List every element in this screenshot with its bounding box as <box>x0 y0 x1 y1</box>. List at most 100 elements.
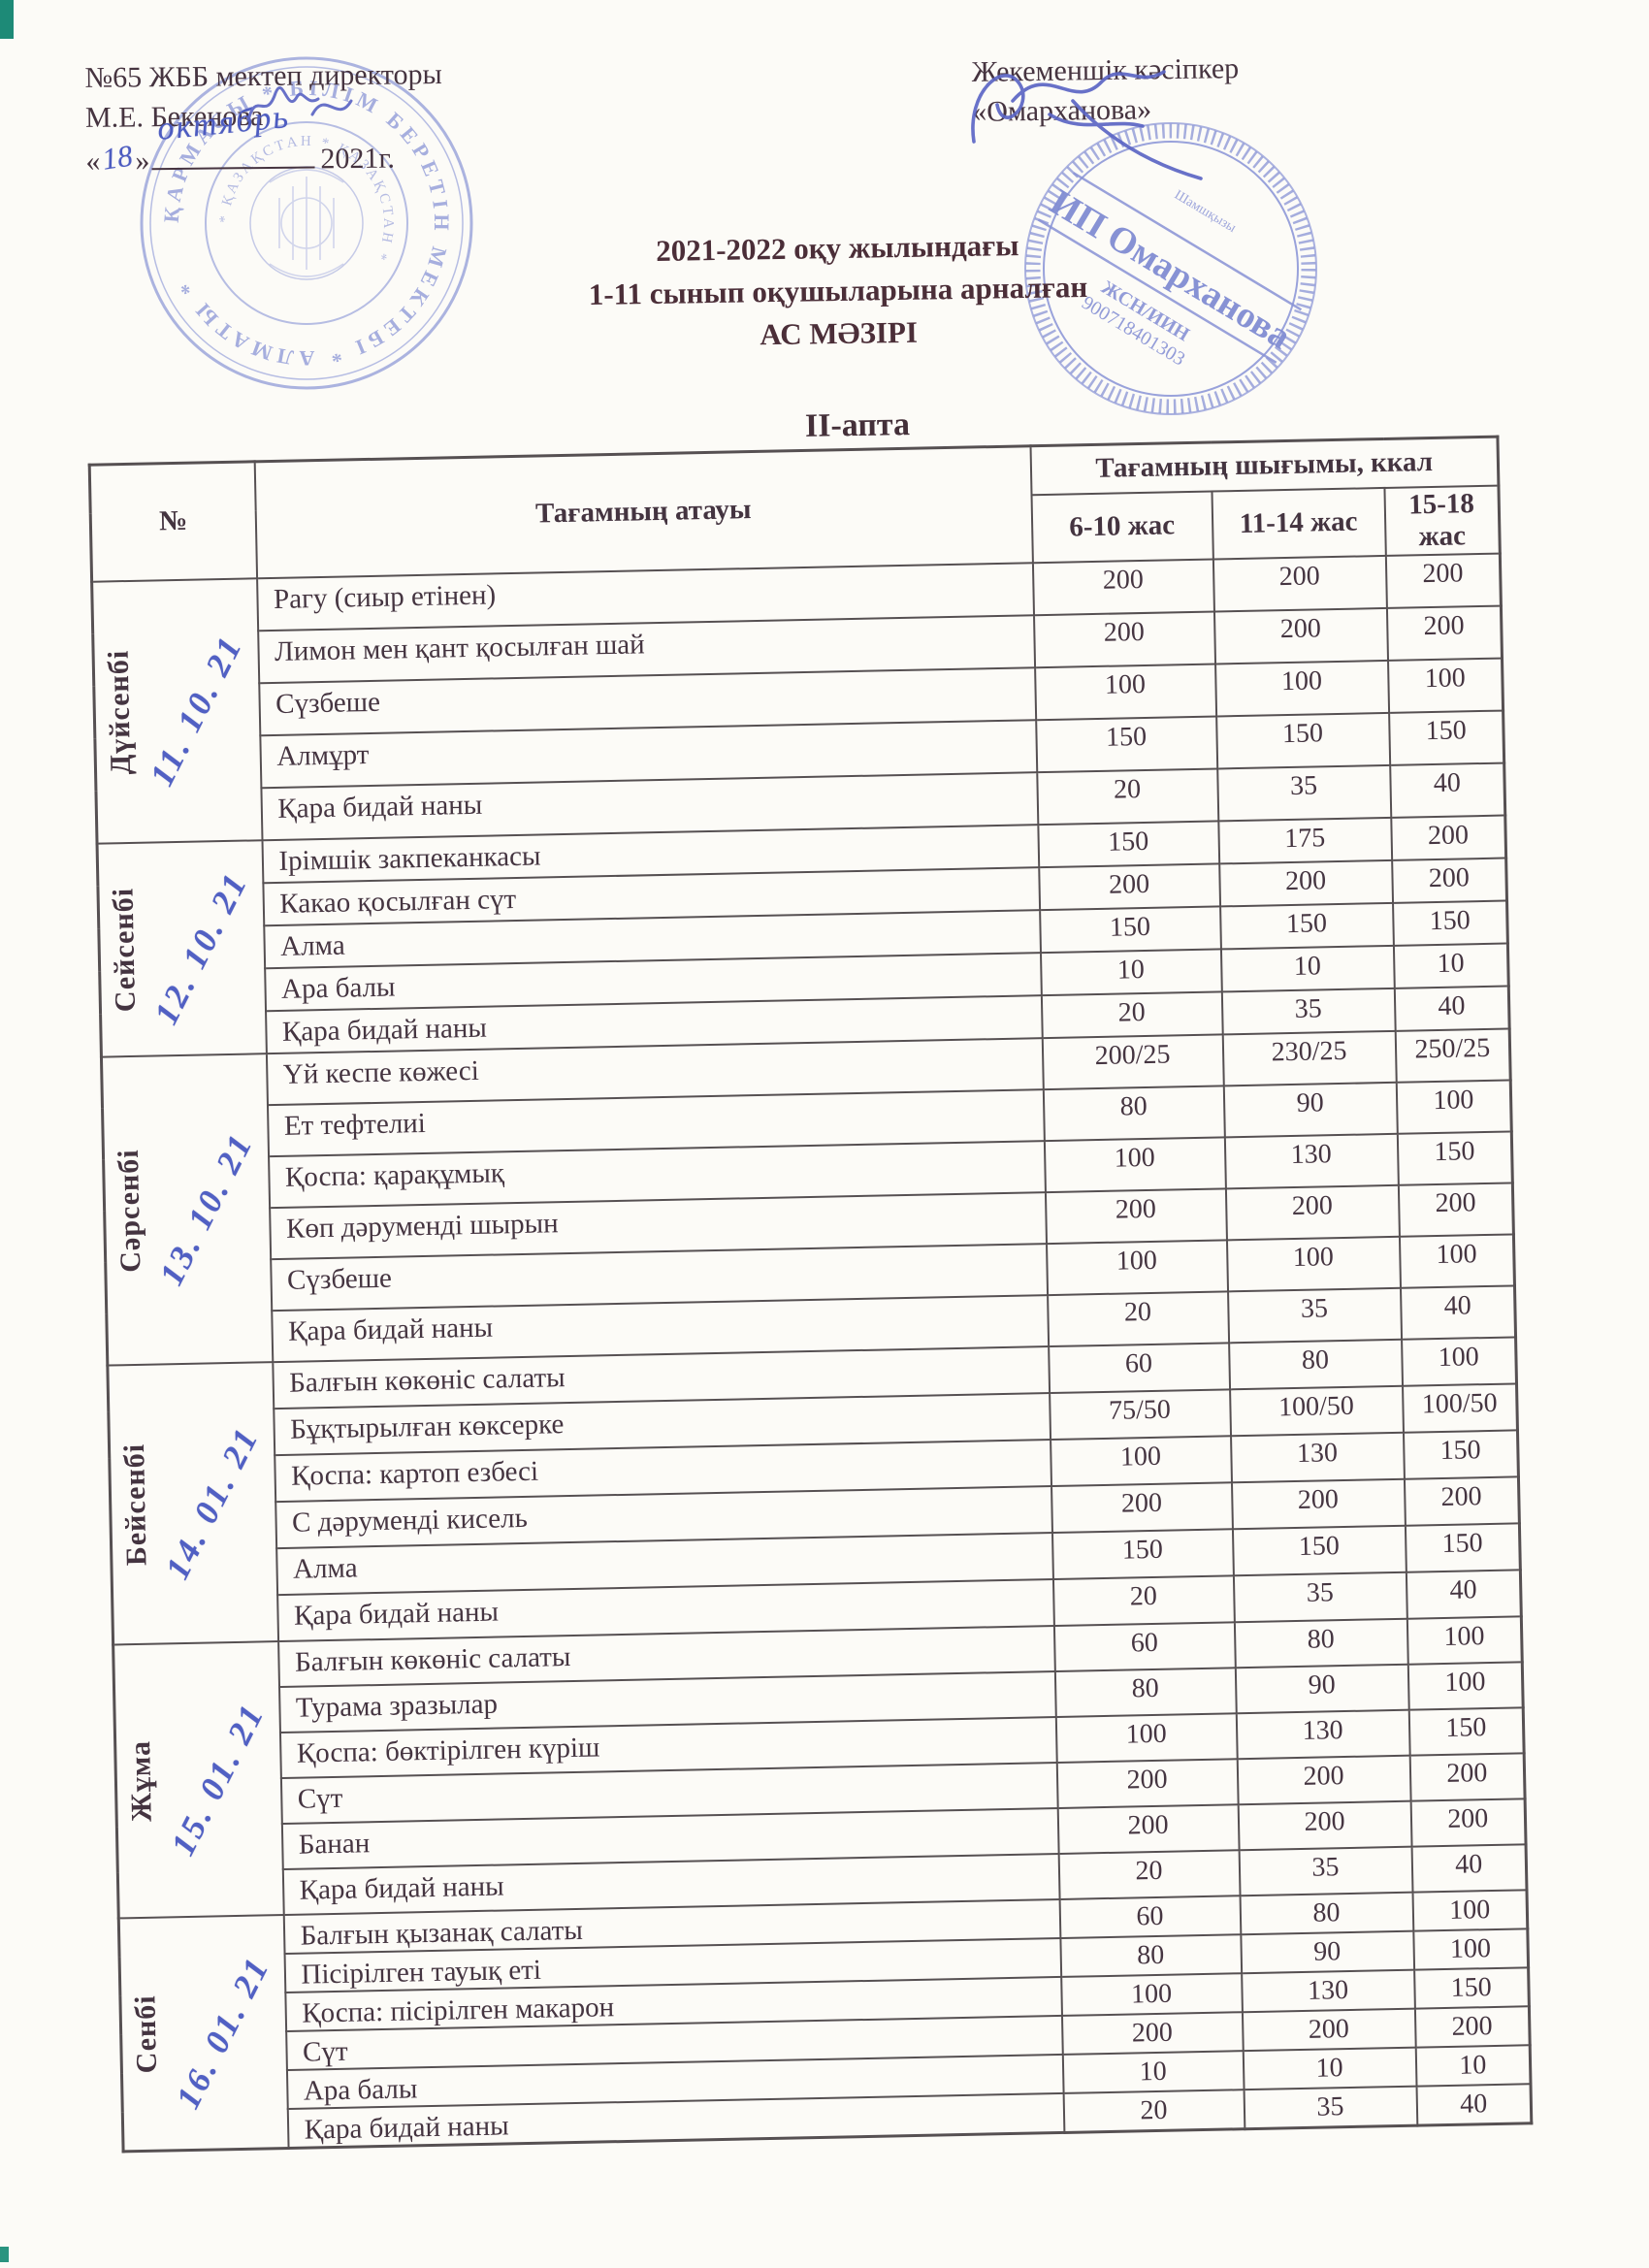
kcal-value: 10 <box>1220 945 1395 991</box>
kcal-value: 200 <box>1056 1758 1239 1808</box>
kcal-value: 200 <box>1213 607 1388 664</box>
kcal-value: 200 <box>1414 2005 1531 2048</box>
col-header-dish: Тағамның атауы <box>254 445 1033 578</box>
kcal-value: 100 <box>1387 658 1504 713</box>
kcal-value: 20 <box>1063 2089 1245 2132</box>
kcal-value: 20 <box>1036 767 1218 825</box>
kcal-value: 150 <box>1392 900 1508 946</box>
approval-date-line: «18» октябрь 2021г. <box>85 99 443 181</box>
day-date-handwritten: 14. 01. 21 <box>157 1420 267 1585</box>
kcal-value: 60 <box>1059 1895 1241 1938</box>
kcal-value: 200 <box>1390 815 1506 860</box>
kcal-value: 150 <box>1039 905 1221 953</box>
kcal-value: 40 <box>1389 762 1505 818</box>
kcal-value: 10 <box>1062 2050 1245 2093</box>
kcal-value: 100 <box>1401 1336 1517 1386</box>
kcal-value: 200 <box>1391 858 1507 903</box>
entrepreneur-stamp: Шамшқызы ИП Омарханова ЖСН/ИИН 900718401… <box>1024 122 1317 415</box>
kcal-value: 10 <box>1415 2044 1532 2087</box>
kcal-value: 90 <box>1240 1930 1414 1973</box>
col-header-number: № <box>89 461 257 582</box>
kcal-value: 35 <box>1233 1571 1407 1622</box>
day-name: Жұма <box>124 1739 158 1822</box>
kcal-value: 80 <box>1234 1618 1408 1668</box>
kcal-value: 175 <box>1217 817 1392 863</box>
kcal-value: 100 <box>1411 1889 1528 1931</box>
kcal-value: 200 <box>1385 553 1502 608</box>
kcal-value: 40 <box>1400 1284 1516 1340</box>
kcal-value: 250/25 <box>1395 1027 1511 1083</box>
kcal-value: 100 <box>1044 1136 1226 1192</box>
kcal-value: 150 <box>1413 1966 1530 2009</box>
kcal-value: 80 <box>1240 1892 1413 1934</box>
kcal-value: 90 <box>1223 1082 1398 1137</box>
day-cell: Сенбі 16. 01. 21 <box>118 1914 289 2152</box>
day-cell: Дүйсенбі 11. 10. 21 <box>91 577 262 844</box>
kcal-value: 100 <box>1407 1661 1524 1710</box>
kcal-value: 90 <box>1235 1664 1409 1713</box>
day-cell: Сәрсенбі 13. 10. 21 <box>101 1053 273 1366</box>
kcal-value: 150 <box>1219 902 1394 949</box>
kcal-value: 150 <box>1051 1528 1234 1579</box>
day-cell: Жұма 15. 01. 21 <box>113 1640 284 1918</box>
kcal-value: 200 <box>1038 862 1220 910</box>
document-title: 2021-2022 оқу жылындағы 1-11 сынып оқушы… <box>13 214 1649 369</box>
kcal-value: 150 <box>1037 820 1219 867</box>
kcal-value: 80 <box>1043 1085 1225 1141</box>
col-header-age-group: 11-14 жас <box>1211 487 1386 560</box>
menu-table: № Тағамның атауы Тағамның шығымы, ккал 6… <box>87 435 1534 2153</box>
kcal-value: 150 <box>1388 710 1504 765</box>
day-name: Дүйсенбі <box>102 649 138 775</box>
kcal-value: 100 <box>1396 1079 1512 1134</box>
kcal-value: 200 <box>1386 605 1503 661</box>
scanner-edge-mark-bottom <box>0 2247 9 2262</box>
day-date-handwritten: 16. 01. 21 <box>168 1949 277 2115</box>
col-header-age-group: 6-10 жас <box>1031 491 1213 563</box>
kcal-value: 100 <box>1050 1435 1232 1486</box>
kcal-value: 10 <box>1243 2047 1417 2090</box>
kcal-value: 80 <box>1059 1933 1242 1977</box>
kcal-value: 200 <box>1212 555 1387 612</box>
kcal-value: 100 <box>1034 663 1216 720</box>
kcal-value: 100 <box>1055 1712 1238 1763</box>
kcal-value: 200 <box>1237 1755 1411 1804</box>
kcal-value: 200 <box>1409 1752 1526 1801</box>
day-date-handwritten: 11. 10. 21 <box>142 629 250 792</box>
kcal-value: 200 <box>1032 559 1214 615</box>
kcal-value: 200 <box>1045 1187 1227 1244</box>
year-label: 2021г. <box>320 142 396 176</box>
director-signature <box>246 85 353 122</box>
kcal-value: 100/50 <box>1229 1385 1404 1436</box>
kcal-value: 200 <box>1057 1803 1240 1854</box>
kcal-value: 150 <box>1405 1522 1521 1572</box>
date-underline: октябрь <box>151 99 315 171</box>
kcal-value: 150 <box>1408 1706 1525 1756</box>
kcal-value: 40 <box>1411 1843 1528 1893</box>
kcal-value: 60 <box>1053 1621 1236 1671</box>
kcal-value: 130 <box>1236 1709 1410 1759</box>
kcal-value: 10 <box>1040 948 1222 995</box>
kcal-value: 200 <box>1238 1800 1412 1850</box>
kcal-value: 20 <box>1041 990 1223 1038</box>
handwritten-day: 18 <box>99 138 135 177</box>
kcal-value: 20 <box>1047 1290 1229 1346</box>
kcal-value: 20 <box>1058 1849 1241 1899</box>
kcal-value: 200 <box>1033 611 1215 667</box>
kcal-value: 100 <box>1060 1972 1243 2016</box>
kcal-value: 200/25 <box>1042 1033 1224 1089</box>
kcal-value: 35 <box>1227 1287 1402 1343</box>
menu-table-body: Дүйсенбі 11. 10. 21 Рагу (сиыр етінен) 200 2… <box>91 553 1532 2152</box>
entrepreneur-signature <box>971 70 1203 180</box>
kcal-value: 35 <box>1221 988 1396 1034</box>
kcal-value: 35 <box>1244 2086 1417 2129</box>
kcal-value: 40 <box>1416 2083 1532 2125</box>
kcal-value: 40 <box>1406 1569 1522 1619</box>
kcal-value: 20 <box>1052 1574 1235 1626</box>
kcal-value: 75/50 <box>1049 1388 1231 1440</box>
school-stamp-emblem <box>269 169 344 277</box>
quote-open: « <box>85 145 101 178</box>
kcal-value: 200 <box>1410 1798 1527 1847</box>
kcal-value: 100 <box>1046 1239 1228 1295</box>
day-cell: Бейсенбі 14. 01. 21 <box>107 1361 278 1645</box>
